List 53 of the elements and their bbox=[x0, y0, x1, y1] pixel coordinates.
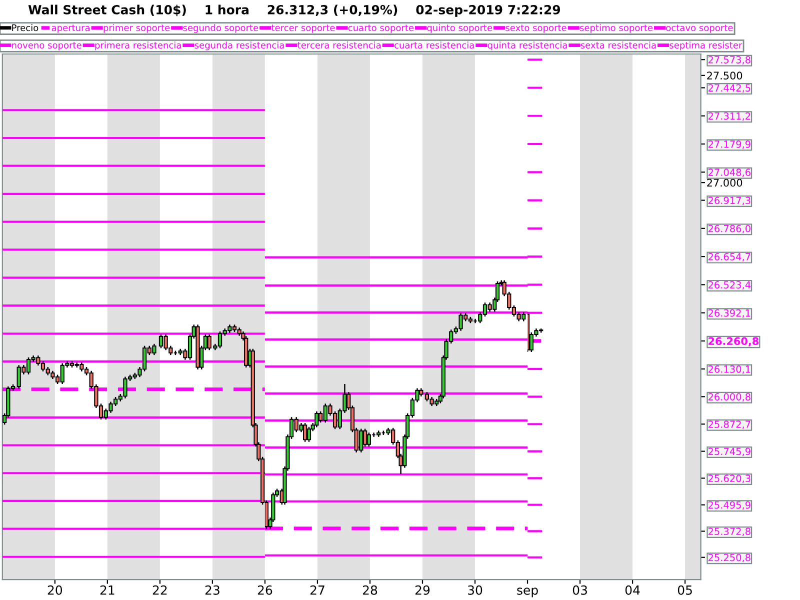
x-tick-label: 29 bbox=[415, 585, 430, 595]
x-tick-label: 05 bbox=[678, 585, 692, 595]
y-tick-label: 25.745,9 bbox=[708, 448, 750, 456]
y-tick-label: 25.495,9 bbox=[708, 501, 750, 510]
legend-label: Precio bbox=[12, 24, 38, 32]
y-tick-label: 26.523,4 bbox=[708, 281, 750, 290]
x-tick-label: 26 bbox=[258, 585, 272, 595]
y-tick-label: 27.500 bbox=[707, 72, 742, 80]
x-tick-label: 03 bbox=[572, 585, 587, 595]
y-tick-label: 26.260,8 bbox=[708, 337, 758, 346]
x-tick-label: sep bbox=[517, 588, 538, 598]
y-tick-label: 25.620,3 bbox=[708, 474, 750, 484]
y-tick-label: 26.000,8 bbox=[708, 393, 750, 402]
x-tick-label: 20 bbox=[48, 585, 62, 595]
legend-label: septimo soporte bbox=[580, 24, 653, 33]
x-tick-label: 04 bbox=[625, 585, 640, 595]
y-tick-label: 26.130,1 bbox=[708, 365, 750, 374]
x-tick-label: 30 bbox=[468, 585, 482, 595]
legend-label: cuarto soporte bbox=[348, 24, 414, 33]
legend-label: quinta resistencia bbox=[488, 42, 567, 50]
y-tick-label: 27.573,8 bbox=[708, 56, 750, 64]
x-tick-label: 21 bbox=[100, 585, 114, 595]
legend-label: noveno soporte bbox=[12, 42, 82, 50]
text: Wall Street Cash (10$) 1 hora 26.312,3 (+0,19%) 02-sep-2019 7:22:29 bbox=[28, 4, 560, 17]
legend-label: septima resister bbox=[670, 42, 742, 50]
legend-label: sexta resistencia bbox=[580, 42, 656, 49]
x-tick-label: 28 bbox=[362, 585, 378, 595]
legend-label: segunda resistencia bbox=[194, 42, 284, 50]
legend-label: quinto soporte bbox=[427, 24, 492, 33]
y-tick-label: 27.442,5 bbox=[708, 84, 750, 93]
legend-label: apertura bbox=[52, 24, 90, 33]
y-tick-label: 25.872,7 bbox=[708, 420, 750, 429]
y-tick-label: 26.786,0 bbox=[708, 224, 750, 234]
y-tick-label: 26.654,7 bbox=[708, 253, 750, 262]
legend-label: tercera resistencia bbox=[298, 42, 381, 49]
y-tick-label: 25.250,8 bbox=[708, 554, 750, 562]
x-tick-label: 27 bbox=[310, 585, 324, 595]
legend-label: primer soporte bbox=[104, 24, 170, 33]
y-tick-label: 27.179,9 bbox=[708, 140, 750, 149]
y-tick-label: 27.311,2 bbox=[708, 112, 750, 121]
legend-label: tercer soporte bbox=[271, 24, 335, 33]
x-tick-label: 23 bbox=[205, 585, 220, 595]
y-tick-label: 25.372,8 bbox=[708, 528, 750, 536]
legend-label: octavo soporte bbox=[666, 24, 733, 33]
y-tick-label: 26.917,3 bbox=[708, 196, 750, 206]
y-tick-label: 27.000 bbox=[707, 178, 742, 187]
legend-label: sexto soporte bbox=[506, 24, 566, 33]
x-tick-label: 22 bbox=[152, 585, 167, 595]
y-tick-label: 26.392,1 bbox=[708, 309, 750, 318]
legend-label: primera resistencia bbox=[95, 42, 181, 50]
y-tick-label: 27.048,6 bbox=[708, 168, 750, 177]
legend-label: cuarta resistencia bbox=[394, 42, 474, 49]
legend-label: segundo soporte bbox=[183, 24, 258, 33]
